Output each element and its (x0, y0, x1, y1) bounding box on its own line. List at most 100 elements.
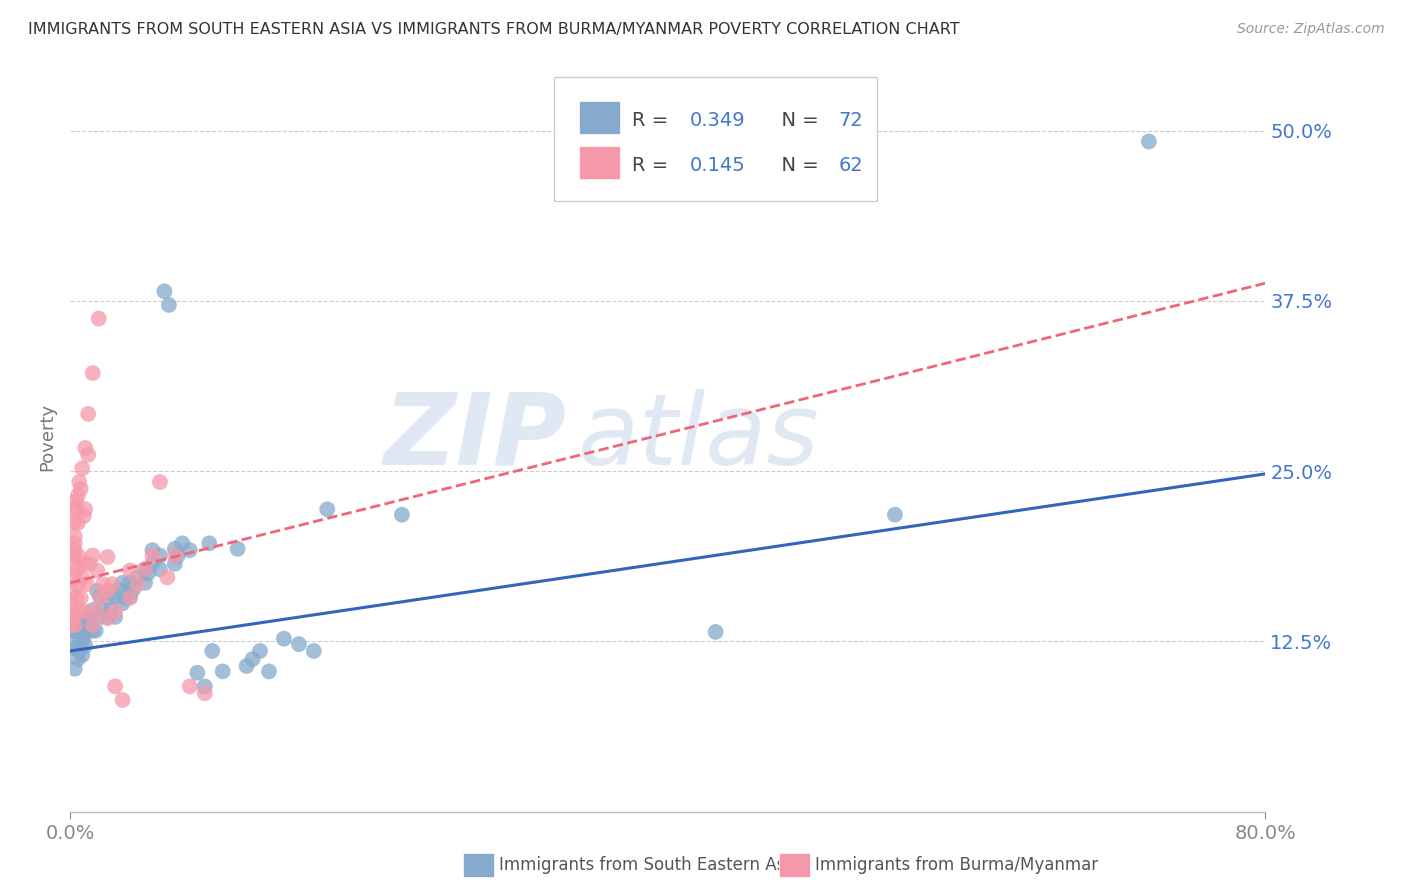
Text: 72: 72 (839, 112, 863, 130)
Point (65, 502, 87, 516)
Point (141, 557, 163, 571)
Point (63, 618, 86, 632)
Point (1137, 135, 1160, 149)
Point (201, 644, 224, 658)
Point (157, 298, 180, 312)
Point (179, 679, 201, 693)
Point (120, 575, 141, 590)
Point (65, 591, 87, 605)
Point (67, 475, 90, 489)
Point (84, 604, 107, 618)
Point (60, 611, 83, 625)
Point (194, 686, 217, 700)
Point (194, 679, 217, 693)
Point (149, 549, 172, 563)
Point (70, 648, 93, 662)
Point (249, 644, 271, 658)
Point (111, 575, 134, 590)
Point (156, 570, 179, 584)
Point (235, 659, 257, 673)
Point (60, 621, 83, 635)
Text: Immigrants from Burma/Myanmar: Immigrants from Burma/Myanmar (815, 856, 1098, 874)
Point (77, 407, 100, 421)
Point (179, 543, 201, 558)
Point (172, 536, 194, 550)
Point (82, 549, 104, 563)
Point (273, 632, 295, 646)
Point (65, 641, 87, 656)
Point (66, 489, 89, 503)
Point (67, 644, 90, 658)
Point (63, 557, 86, 571)
Point (75, 639, 97, 653)
Point (163, 557, 186, 571)
Point (62, 516, 84, 530)
FancyBboxPatch shape (579, 102, 620, 135)
Point (82, 618, 104, 632)
Point (97, 611, 120, 625)
Point (884, 508, 907, 522)
Point (75, 441, 97, 455)
Point (120, 590, 141, 604)
Point (82, 603, 104, 617)
Point (62, 549, 84, 563)
Point (62, 570, 84, 584)
Point (69, 591, 91, 605)
Point (63, 624, 86, 639)
Point (97, 549, 120, 564)
Point (77, 448, 100, 462)
Text: Source: ZipAtlas.com: Source: ZipAtlas.com (1237, 22, 1385, 37)
Point (76, 577, 98, 591)
Point (257, 665, 280, 679)
Point (163, 549, 186, 563)
Point (97, 610, 120, 624)
Point (67, 604, 90, 618)
Point (316, 502, 339, 516)
Point (69, 639, 91, 653)
Y-axis label: Poverty: Poverty (38, 403, 56, 471)
Text: ZIP: ZIP (384, 389, 567, 485)
Text: Immigrants from South Eastern Asia: Immigrants from South Eastern Asia (499, 856, 800, 874)
Point (149, 562, 172, 576)
Point (288, 637, 311, 651)
Point (120, 591, 141, 605)
Point (73, 611, 96, 625)
Point (704, 624, 727, 639)
Point (111, 596, 134, 610)
Text: 0.145: 0.145 (689, 156, 745, 176)
Point (63, 529, 86, 543)
Point (134, 562, 156, 576)
Point (97, 591, 120, 605)
Text: 0.349: 0.349 (689, 112, 745, 130)
Point (141, 543, 163, 558)
Text: N =: N = (769, 156, 825, 176)
Point (302, 644, 325, 658)
Point (89, 610, 111, 624)
Point (63, 536, 86, 550)
Text: R =: R = (633, 156, 675, 176)
Point (82, 624, 104, 638)
Point (89, 591, 111, 605)
Point (75, 624, 97, 639)
Point (84, 624, 107, 638)
Point (104, 610, 127, 624)
Point (91, 577, 114, 591)
Point (69, 482, 91, 496)
Point (66, 516, 89, 530)
Point (70, 461, 93, 475)
Point (91, 603, 114, 617)
Point (82, 366, 104, 380)
Point (104, 590, 127, 604)
Point (136, 566, 159, 581)
Point (114, 591, 136, 605)
Point (120, 564, 141, 578)
Point (166, 549, 188, 563)
Point (73, 509, 96, 524)
Point (107, 582, 129, 597)
Point (87, 311, 110, 326)
Point (75, 604, 97, 618)
Point (73, 631, 96, 645)
Point (163, 541, 186, 556)
FancyBboxPatch shape (579, 146, 620, 179)
Point (62, 502, 84, 516)
